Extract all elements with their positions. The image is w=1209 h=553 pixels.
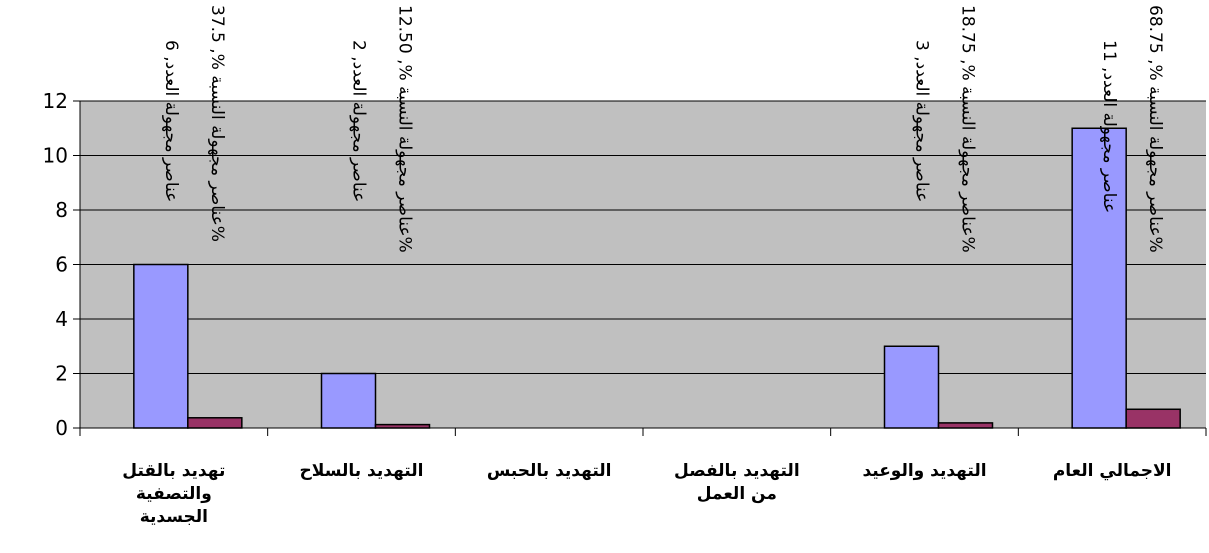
category-label: تهديد بالقتل والتصفية الجسدية [122,461,225,527]
y-tick-label: 12 [43,89,68,113]
bar [187,417,243,429]
bar [1071,127,1127,429]
bar [320,372,377,429]
data-label: عناصر مجهولة العدد, 11 [1099,40,1119,213]
category-label-line: من العمل [697,484,777,504]
y-tick-label: 2 [55,362,68,386]
category-label-line: التهديد بالفصل [674,461,800,481]
data-label: عناصر مجهولة العدد, 2 [349,40,369,202]
category-label: التهديد بالفصل من العمل [674,461,800,504]
y-tick-label: 6 [55,253,68,277]
data-label: عناصر مجهولة العدد, 3 [912,40,932,202]
bar [374,423,431,429]
category-label-line: التهديد والوعيد [862,461,986,481]
category-label-line: التهديد بالسلاح [300,461,424,481]
y-tick-label: 0 [55,416,68,440]
data-label: عناصر مجهولة النسبة %, 37.5% [207,5,227,242]
bars [133,127,1181,429]
category-label: التهديد بالحبس [487,461,612,481]
category-label-line: والتصفية [136,484,212,504]
category-label-line: الجسدية [140,507,208,527]
data-label: عناصر مجهولة النسبة %, 18.75% [958,5,978,253]
category-label: الاجمالي العام [1053,461,1172,481]
category-label-line: تهديد بالقتل [122,461,225,481]
x-axis: تهديد بالقتل والتصفية الجسدية التهديد بالسل… [79,427,1207,527]
data-labels: عناصر مجهولة العدد, 6 عناصر مجهولة العدد,… [161,5,1165,253]
bar [937,422,994,429]
y-axis: 0 2 4 6 8 10 12 [43,89,81,440]
bar [1125,408,1181,429]
y-tick-label: 8 [55,198,68,222]
data-label: عناصر مجهولة النسبة %, 68.75% [1145,5,1165,253]
category-label-line: التهديد بالحبس [487,461,612,481]
bar [883,345,940,429]
category-label: التهديد بالسلاح [300,461,424,481]
data-label: عناصر مجهولة النسبة %, 12.50% [395,5,415,253]
category-label: التهديد والوعيد [862,461,986,481]
y-tick-label: 4 [55,307,68,331]
category-label-line: الاجمالي العام [1053,461,1172,481]
data-label: عناصر مجهولة العدد, 6 [161,40,181,202]
bar [133,263,189,429]
y-tick-label: 10 [43,144,68,168]
